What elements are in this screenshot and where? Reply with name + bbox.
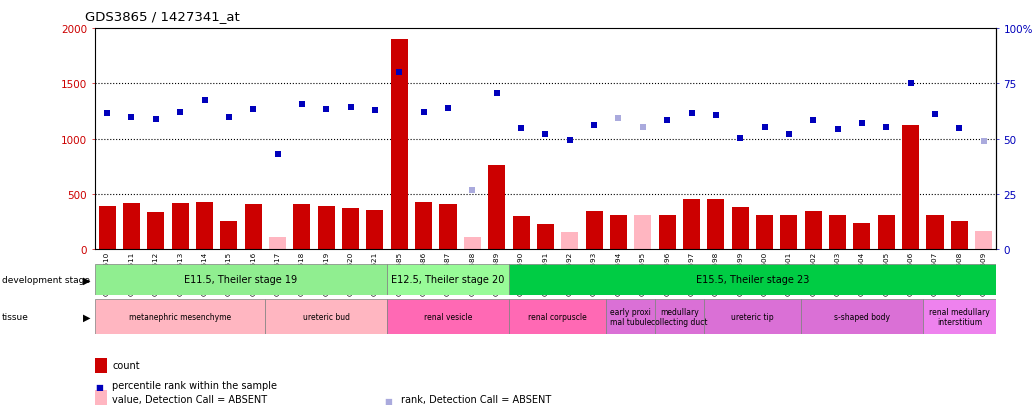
Text: value, Detection Call = ABSENT: value, Detection Call = ABSENT: [112, 394, 267, 404]
Bar: [488, 166, 506, 250]
Bar: [683, 199, 700, 250]
Bar: [878, 216, 895, 250]
Bar: [440, 204, 456, 250]
Bar: [561, 232, 578, 250]
Bar: [265, 299, 387, 335]
Bar: [635, 216, 651, 250]
Text: renal corpuscle: renal corpuscle: [528, 313, 587, 321]
Bar: [391, 40, 408, 250]
Bar: [245, 204, 262, 250]
Bar: [585, 211, 603, 250]
Bar: [318, 207, 334, 250]
Text: E15.5, Theiler stage 23: E15.5, Theiler stage 23: [696, 275, 809, 285]
Text: s-shaped body: s-shaped body: [834, 313, 890, 321]
Bar: [387, 299, 509, 335]
Bar: [196, 202, 213, 250]
Bar: [950, 221, 968, 250]
Text: ▶: ▶: [83, 275, 90, 285]
Bar: [171, 204, 189, 250]
Text: ■: ■: [384, 396, 392, 405]
Bar: [415, 202, 432, 250]
Text: GDS3865 / 1427341_at: GDS3865 / 1427341_at: [85, 10, 239, 23]
Bar: [509, 264, 996, 295]
Bar: [658, 216, 676, 250]
Bar: [123, 204, 140, 250]
Text: percentile rank within the sample: percentile rank within the sample: [112, 380, 278, 390]
Bar: [463, 238, 481, 250]
Text: renal medullary
interstitium: renal medullary interstitium: [929, 307, 990, 327]
Text: renal vesicle: renal vesicle: [424, 313, 473, 321]
Text: tissue: tissue: [2, 313, 29, 321]
Bar: [801, 299, 923, 335]
Bar: [95, 264, 387, 295]
Bar: [975, 231, 992, 250]
Text: ureteric tip: ureteric tip: [731, 313, 774, 321]
Bar: [606, 299, 655, 335]
Bar: [293, 204, 311, 250]
Bar: [148, 212, 164, 250]
Text: count: count: [112, 361, 140, 370]
Bar: [732, 208, 749, 250]
Bar: [269, 238, 286, 250]
Text: medullary
collecting duct: medullary collecting duct: [651, 307, 708, 327]
Text: metanephric mesenchyme: metanephric mesenchyme: [129, 313, 231, 321]
Bar: [513, 217, 529, 250]
Bar: [923, 299, 996, 335]
Bar: [707, 199, 724, 250]
Bar: [805, 211, 821, 250]
Bar: [99, 207, 116, 250]
Bar: [387, 264, 509, 295]
Text: ▶: ▶: [83, 312, 90, 322]
Text: ureteric bud: ureteric bud: [302, 313, 350, 321]
Bar: [509, 299, 606, 335]
Bar: [780, 216, 798, 250]
Text: ■: ■: [95, 382, 103, 391]
Bar: [342, 209, 359, 250]
Text: early proxi
mal tubule: early proxi mal tubule: [610, 307, 651, 327]
Bar: [366, 210, 384, 250]
Text: E11.5, Theiler stage 19: E11.5, Theiler stage 19: [185, 275, 297, 285]
Bar: [95, 299, 265, 335]
Bar: [704, 299, 801, 335]
Bar: [853, 223, 870, 250]
Bar: [610, 216, 627, 250]
Bar: [902, 126, 920, 250]
Bar: [221, 221, 237, 250]
Text: development stage: development stage: [2, 275, 90, 284]
Text: E12.5, Theiler stage 20: E12.5, Theiler stage 20: [391, 275, 505, 285]
Bar: [756, 216, 773, 250]
Bar: [829, 216, 846, 250]
Text: rank, Detection Call = ABSENT: rank, Detection Call = ABSENT: [401, 394, 552, 404]
Bar: [655, 299, 704, 335]
Bar: [537, 224, 554, 250]
Bar: [927, 216, 943, 250]
